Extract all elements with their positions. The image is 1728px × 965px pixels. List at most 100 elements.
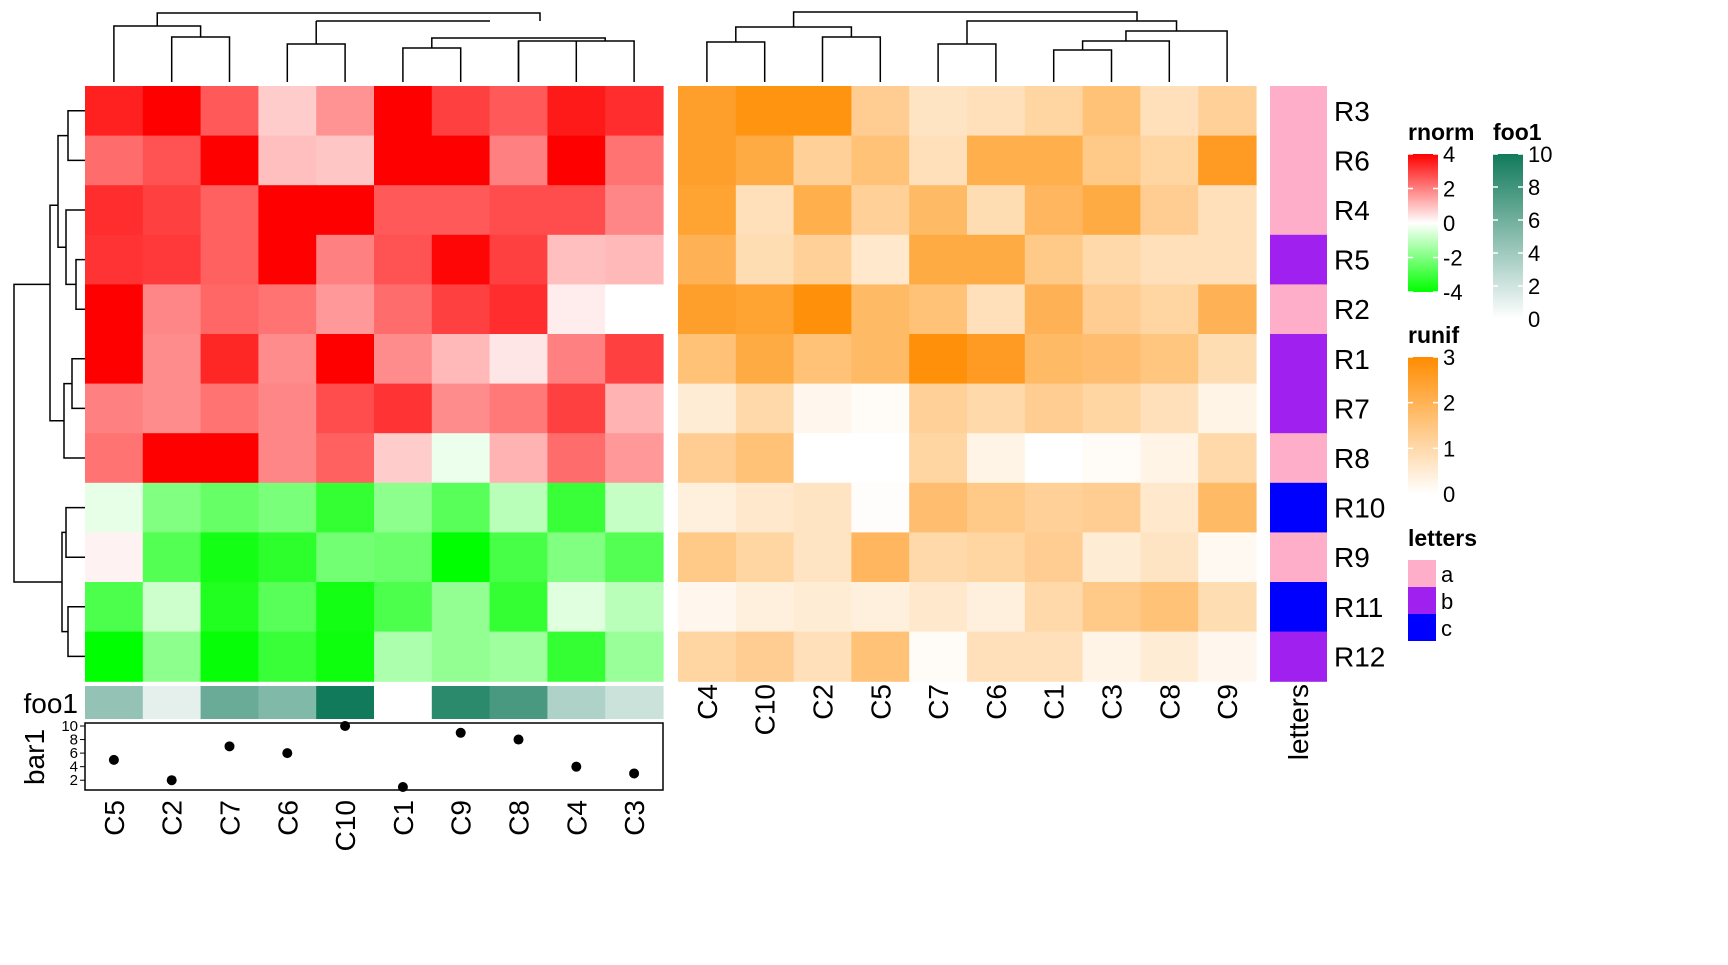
column-label: C5: [865, 684, 896, 720]
heatmap-cell: [547, 582, 606, 633]
row-annotation-cell: [1270, 383, 1327, 434]
heatmap-cell: [200, 234, 259, 285]
heatmap-cell: [909, 383, 968, 434]
column-label: C3: [619, 800, 650, 836]
column-dendrogram-2: [1125, 30, 1228, 82]
bar1-tick-label: 2: [70, 772, 78, 789]
column-label: C7: [923, 684, 954, 720]
column-label: C9: [1212, 684, 1243, 720]
heatmap-cell: [605, 334, 664, 385]
heatmap-cell: [909, 234, 968, 285]
heatmap-cell: [851, 532, 910, 583]
heatmap-cell: [1140, 383, 1199, 434]
heatmap-cell: [316, 532, 375, 583]
column-dendrogram-1: [286, 43, 346, 82]
runif-legend-bar: [1408, 357, 1438, 494]
row-dendrogram: [57, 134, 68, 248]
heatmap-cell: [489, 482, 548, 533]
heatmap-cell: [1082, 582, 1141, 633]
heatmap-cell: [735, 334, 795, 385]
heatmap-cell: [200, 582, 259, 633]
foo1-cell: [431, 686, 491, 719]
heatmap-cell: [1140, 185, 1199, 236]
heatmap-cell: [967, 334, 1026, 385]
heatmap-cell: [85, 532, 144, 583]
heatmap-cell: [316, 135, 375, 186]
heatmap-cell: [374, 86, 433, 137]
heatmap-cell: [735, 383, 795, 434]
column-label: C4: [692, 684, 723, 720]
row-annotation-cell: [1270, 482, 1327, 533]
heatmap-cell: [85, 631, 144, 682]
heatmap-cell: [374, 482, 433, 533]
heatmap-cell: [200, 185, 259, 236]
heatmap-cell: [1198, 86, 1257, 137]
column-label: C2: [157, 800, 188, 836]
bar1-point: [397, 782, 408, 792]
heatmap-cell: [200, 334, 259, 385]
foo1-legend-label: 10: [1528, 142, 1552, 167]
heatmap-cell: [316, 284, 375, 335]
column-dendrogram-2: [792, 11, 1138, 27]
heatmap-cell: [1198, 135, 1257, 186]
foo1-cell: [547, 686, 606, 719]
heatmap-cell: [851, 135, 910, 186]
heatmap-cell: [967, 234, 1026, 285]
heatmap-cell: [605, 284, 664, 335]
heatmap-cell: [605, 482, 664, 533]
heatmap-cell: [1140, 334, 1199, 385]
heatmap-cell: [851, 582, 910, 633]
heatmap-cell: [200, 135, 259, 186]
heatmap-cell: [605, 135, 664, 186]
heatmap-cell: [793, 383, 852, 434]
column-dendrogram-2: [706, 41, 766, 82]
heatmap-cell: [258, 135, 317, 186]
rnorm-legend-label: 4: [1443, 142, 1455, 167]
heatmap-cell: [735, 234, 795, 285]
heatmap-cell: [374, 135, 433, 186]
bar1-tick-label: 4: [70, 759, 78, 776]
heatmap-cell: [431, 482, 491, 533]
heatmap-cell: [547, 234, 606, 285]
bar1-tick-label: 10: [61, 718, 78, 735]
bar1-label: bar1: [19, 729, 50, 785]
heatmap-cell: [85, 482, 144, 533]
heatmap-cell: [1024, 482, 1084, 533]
heatmap-cell: [605, 383, 664, 434]
row-dendrogram: [67, 110, 85, 162]
heatmap-cell: [200, 482, 259, 533]
heatmap-cell: [605, 532, 664, 583]
heatmap-cell: [909, 532, 968, 583]
heatmap-cell: [200, 86, 259, 137]
column-label: C6: [272, 800, 303, 836]
letters-legend-title: letters: [1408, 525, 1477, 551]
heatmap-cell: [258, 532, 317, 583]
heatmap-cell: [851, 185, 910, 236]
letters-legend-swatch: [1408, 560, 1436, 587]
foo1-legend-bar: [1493, 154, 1523, 319]
heatmap-cell: [678, 631, 737, 682]
heatmap-cell: [851, 334, 910, 385]
heatmap-cell: [678, 284, 737, 335]
heatmap-cell: [258, 284, 317, 335]
heatmap-cell: [909, 631, 968, 682]
row-annotation-cell: [1270, 532, 1327, 583]
heatmap-cell: [316, 334, 375, 385]
heatmap-cell: [489, 135, 548, 186]
heatmap-cell: [200, 383, 259, 434]
heatmap-cell: [258, 582, 317, 633]
heatmap-cell: [431, 433, 491, 484]
column-label: C8: [504, 800, 535, 836]
bar1-point: [455, 727, 466, 738]
heatmap-cell: [489, 532, 548, 583]
heatmap-cell: [85, 582, 144, 633]
heatmap-cell: [793, 234, 852, 285]
column-dendrogram-2: [735, 26, 853, 42]
heatmap-cell: [200, 284, 259, 335]
heatmap-cell: [431, 582, 491, 633]
heatmap-cell: [967, 582, 1026, 633]
heatmap-cell: [1082, 383, 1141, 434]
letters-legend-swatch: [1408, 587, 1436, 614]
bar1-frame: [84, 722, 664, 791]
row-annotation-cell: [1270, 433, 1327, 484]
